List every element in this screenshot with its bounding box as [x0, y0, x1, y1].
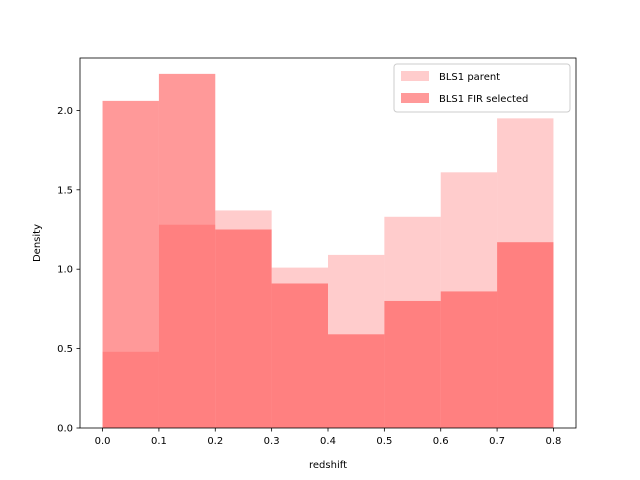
x-tick-label: 0.2 [207, 436, 223, 447]
y-tick-label: 0.5 [57, 344, 73, 355]
bar-series2-bin6 [384, 300, 441, 428]
x-tick-label: 0.6 [433, 436, 449, 447]
y-axis-label: Density [32, 224, 43, 262]
legend-swatch [401, 71, 429, 81]
x-axis-label: redshift [309, 460, 347, 471]
legend-label: BLS1 FIR selected [439, 94, 528, 105]
y-tick-label: 1.0 [57, 265, 73, 276]
x-axis-ticks: 0.0 0.1 0.2 0.3 0.4 0.5 0.6 0.7 0.8 [95, 428, 562, 447]
legend-label: BLS1 parent [439, 72, 500, 83]
y-tick-label: 0.0 [57, 424, 73, 435]
bar-series2-bin8 [497, 242, 554, 428]
histogram-bars [102, 73, 554, 429]
y-tick-label: 2.0 [57, 106, 73, 117]
bar-series2-bin2 [158, 73, 216, 429]
legend: BLS1 parent BLS1 FIR selected [393, 63, 571, 113]
x-tick-label: 0.0 [95, 436, 111, 447]
x-tick-label: 0.3 [264, 436, 280, 447]
bar-series2-bin3 [215, 229, 272, 428]
x-tick-label: 0.8 [546, 436, 562, 447]
x-tick-label: 0.4 [320, 436, 336, 447]
y-axis-ticks: 0.0 0.5 1.0 1.5 2.0 [57, 106, 80, 435]
bar-series2-bin1 [102, 100, 159, 428]
legend-box [393, 63, 571, 113]
legend-swatch [401, 93, 429, 103]
x-tick-label: 0.5 [376, 436, 392, 447]
x-tick-label: 0.1 [151, 436, 167, 447]
x-tick-label: 0.7 [489, 436, 505, 447]
bar-series2-bin7 [440, 291, 498, 428]
bar-series2-bin5 [328, 334, 385, 428]
bar-series2-bin4 [271, 283, 328, 428]
y-tick-label: 1.5 [57, 185, 73, 196]
